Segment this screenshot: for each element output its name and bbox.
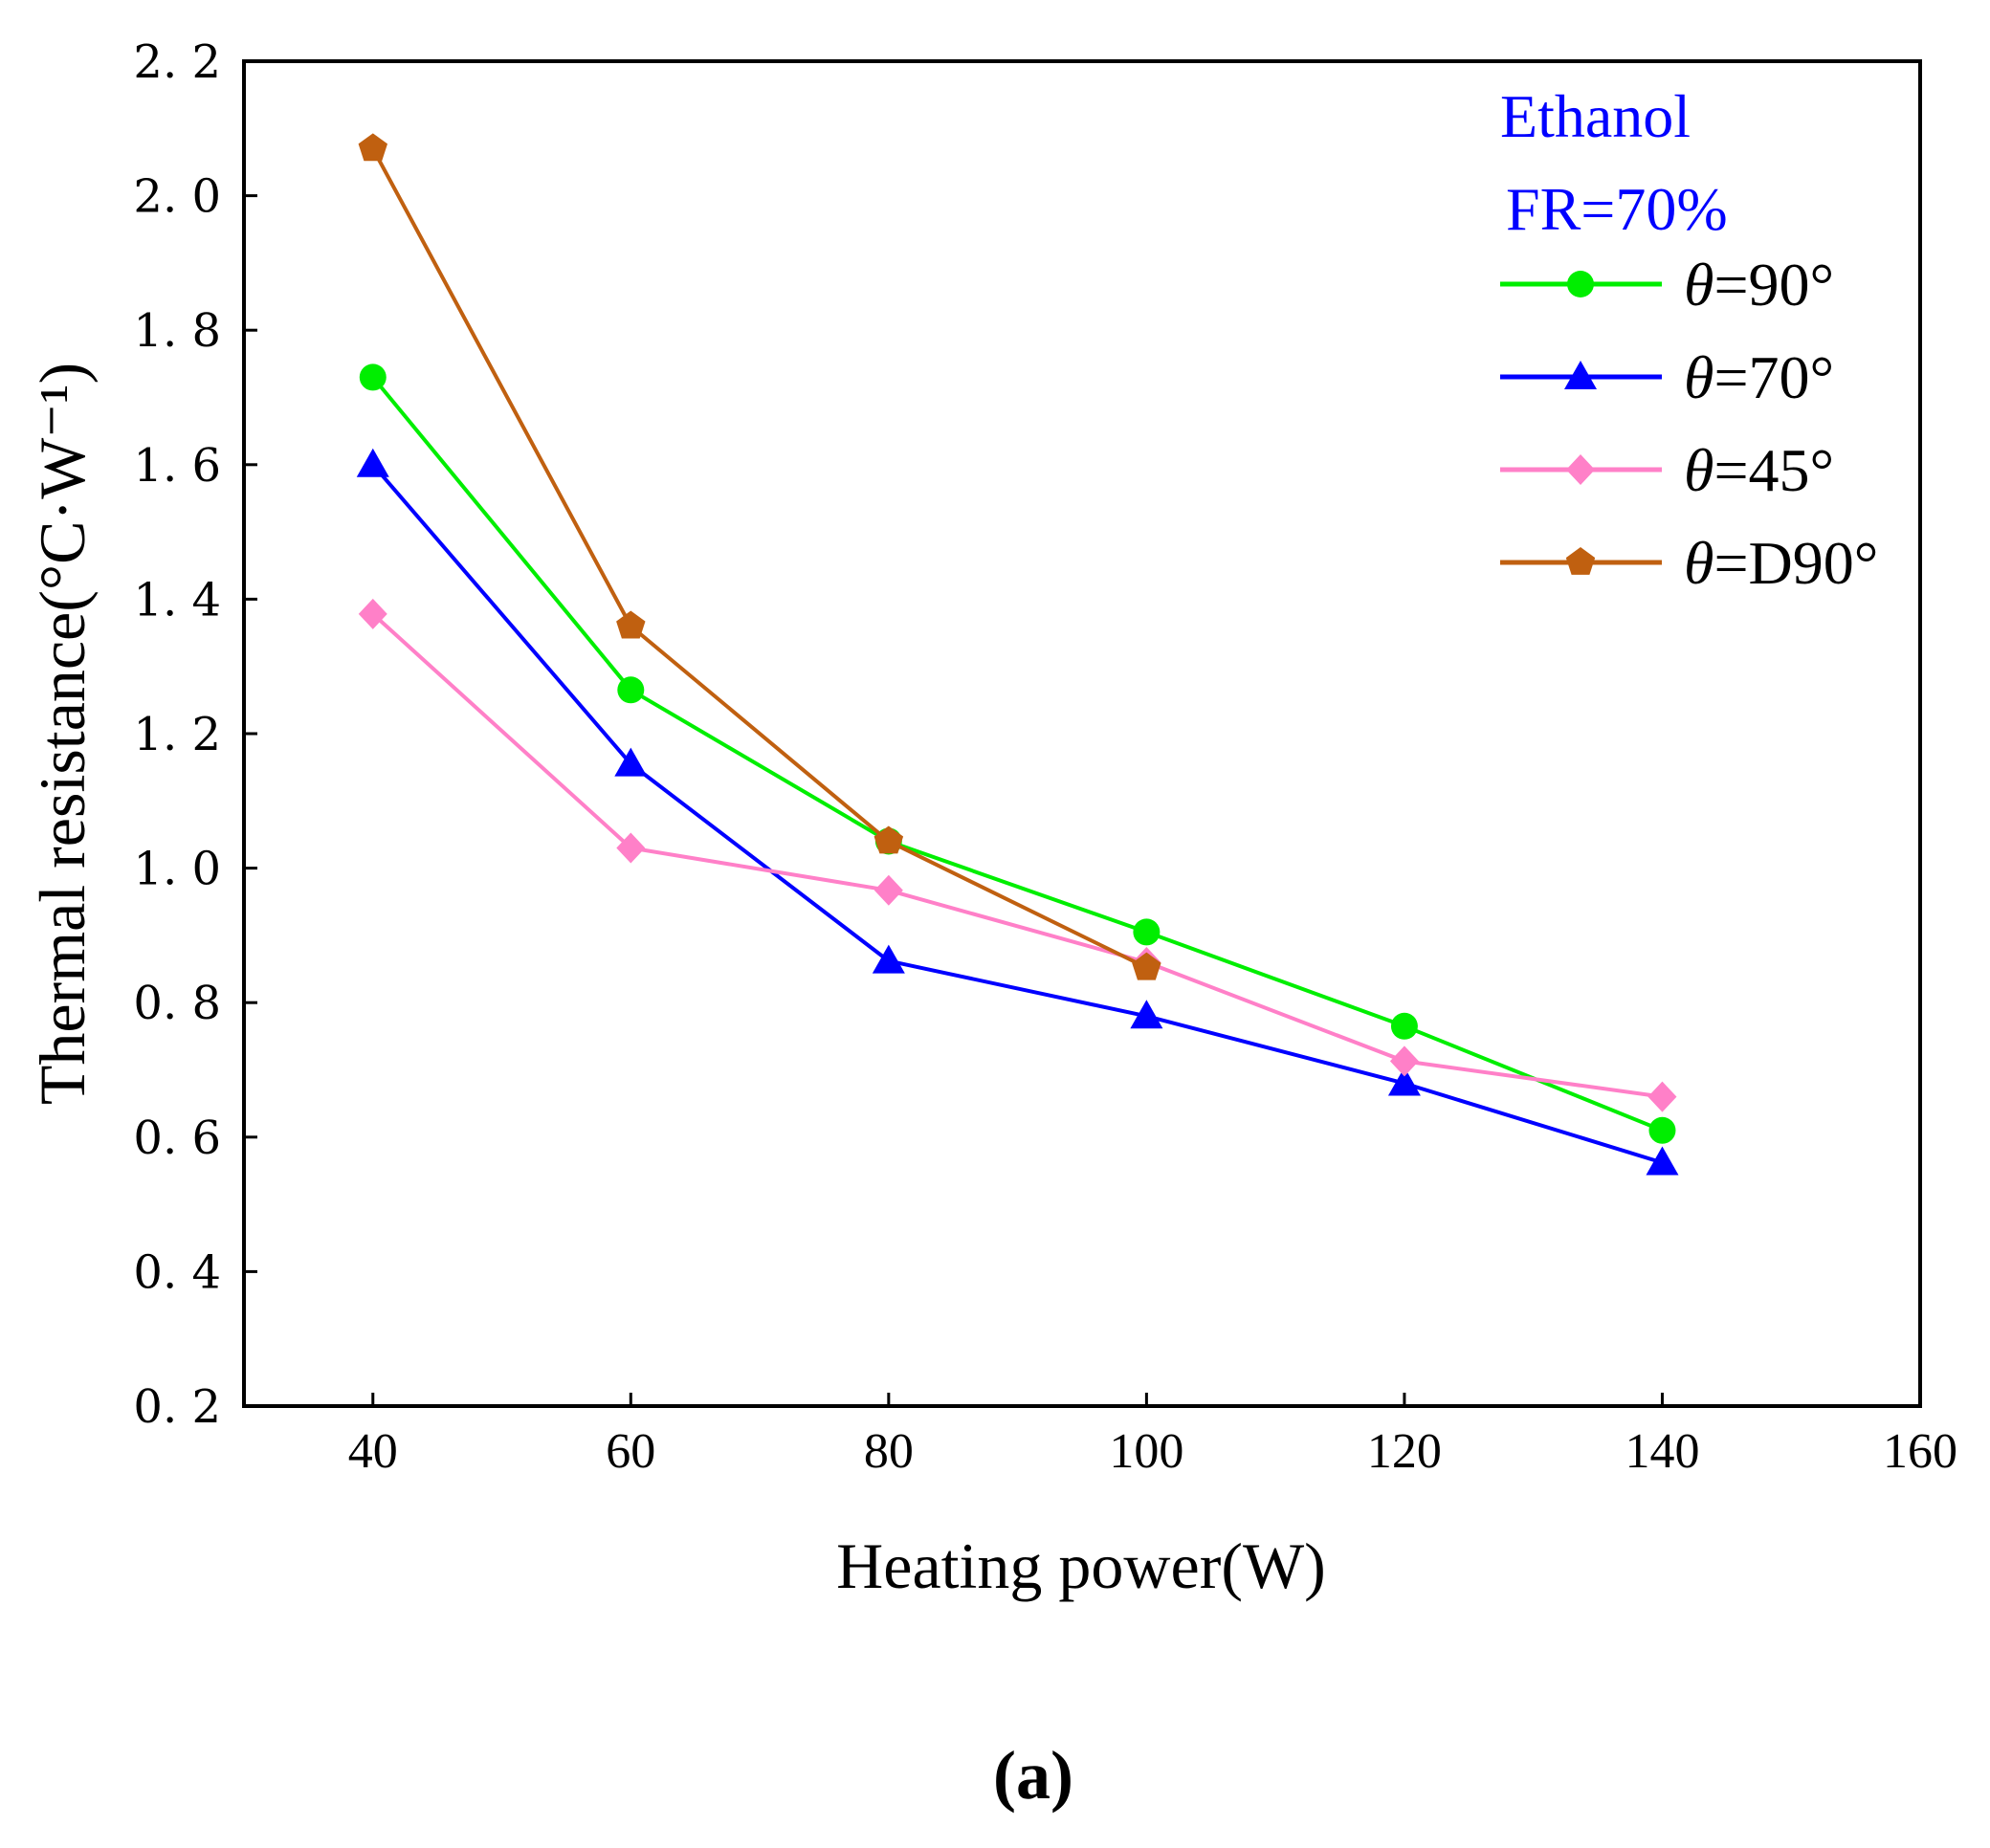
legend-value: =D90° xyxy=(1714,529,1878,597)
x-tick-label: 160 xyxy=(1883,1424,1957,1479)
data-point xyxy=(1647,1081,1677,1112)
data-point xyxy=(1646,1146,1679,1176)
data-point xyxy=(873,874,903,906)
y-axis-title: Thermal resistance(°C·W⁻¹) xyxy=(26,363,99,1105)
y-tick-label: 0. 2 xyxy=(133,1380,221,1434)
legend-marker xyxy=(1564,361,1597,389)
legend-value: =70° xyxy=(1714,343,1834,411)
y-tick-label: 0. 8 xyxy=(133,977,221,1030)
legend-theta: θ xyxy=(1684,436,1714,504)
data-point xyxy=(1133,918,1161,946)
x-tick-label: 140 xyxy=(1625,1424,1699,1479)
legend-marker xyxy=(1567,271,1594,297)
legend-marker xyxy=(1565,547,1596,575)
legend-label: θ=45° xyxy=(1684,436,1834,504)
x-tick-label: 40 xyxy=(348,1424,398,1479)
data-point xyxy=(1648,1116,1676,1144)
y-tick-label: 1. 8 xyxy=(133,304,221,358)
y-tick-label: 0. 6 xyxy=(133,1111,221,1165)
series-line xyxy=(371,463,1664,1165)
y-tick-label: 2. 2 xyxy=(133,35,221,89)
data-point xyxy=(359,363,387,391)
y-tick-label: 0. 4 xyxy=(133,1245,221,1299)
legend-label: θ=70° xyxy=(1684,343,1834,411)
x-axis-title: Heating power(W) xyxy=(836,1529,1326,1602)
legend-marker xyxy=(1566,454,1595,485)
x-axis-ticks: 40 60 80 100 120 140 160 xyxy=(348,1393,1957,1479)
data-point xyxy=(616,832,646,864)
series-line xyxy=(371,612,1663,1099)
legend-value: =90° xyxy=(1714,251,1834,319)
data-point xyxy=(617,676,645,704)
x-tick-label: 60 xyxy=(606,1424,655,1479)
series-line xyxy=(371,376,1664,1133)
y-tick-label: 2. 0 xyxy=(133,170,221,224)
annotation-fluid: Ethanol xyxy=(1500,82,1691,150)
plot-frame xyxy=(242,59,1922,1408)
legend: θ=90°θ=70°θ=45°θ=D90° xyxy=(1500,251,1878,597)
legend-theta: θ xyxy=(1684,529,1714,597)
data-point xyxy=(1130,1000,1163,1029)
legend-label: θ=90° xyxy=(1684,251,1834,319)
x-tick-label: 80 xyxy=(864,1424,914,1479)
y-tick-label: 1. 2 xyxy=(133,708,221,761)
figure-caption: (a) xyxy=(993,1737,1073,1814)
data-point xyxy=(616,610,646,639)
y-axis-ticks: 0. 2 0. 4 0. 6 0. 8 1. 0 1. 2 1. 4 1. 6 1. 8 2. 0… xyxy=(133,35,257,1434)
data-point xyxy=(1389,1045,1419,1077)
series-layer xyxy=(356,133,1679,1176)
legend-value: =45° xyxy=(1714,436,1834,504)
data-point xyxy=(1390,1012,1418,1040)
y-tick-label: 1. 0 xyxy=(133,843,221,896)
data-point xyxy=(358,133,387,162)
legend-theta: θ xyxy=(1684,343,1714,411)
data-point xyxy=(872,944,905,974)
data-point xyxy=(358,598,387,629)
data-point xyxy=(1132,952,1161,980)
y-tick-label: 1. 6 xyxy=(133,439,221,493)
x-tick-label: 100 xyxy=(1109,1424,1183,1479)
data-point xyxy=(614,747,648,777)
legend-label: θ=D90° xyxy=(1684,529,1878,597)
data-point xyxy=(356,448,389,477)
legend-theta: θ xyxy=(1684,251,1714,319)
annotation-fill-ratio: FR=70% xyxy=(1506,175,1728,243)
x-tick-label: 120 xyxy=(1367,1424,1442,1479)
data-point xyxy=(1387,1067,1421,1096)
data-point xyxy=(873,825,904,854)
y-tick-label: 1. 4 xyxy=(133,573,221,627)
series-line xyxy=(371,147,1148,970)
